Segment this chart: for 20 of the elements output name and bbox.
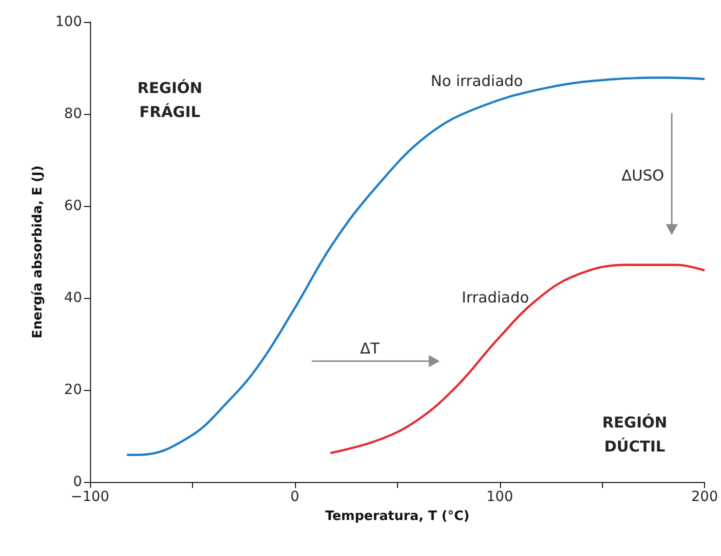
y-axis-title: Energía absorbida, E (J) xyxy=(30,165,46,339)
annotation: REGIÓN FRÁGIL xyxy=(137,79,202,122)
annotation: No irradiado xyxy=(430,72,523,90)
line-series xyxy=(126,76,706,456)
line-series xyxy=(329,264,706,454)
y-tick-label: 20 xyxy=(64,382,82,398)
y-tick-label: 80 xyxy=(64,106,82,122)
x-tick-label: 0 xyxy=(290,489,300,505)
x-tick-label: 200 xyxy=(691,489,718,505)
x-axis-title: Temperatura, T (°C) xyxy=(325,509,470,524)
y-tick-label: 40 xyxy=(64,290,82,306)
annotation: ΔUSO xyxy=(621,166,664,184)
annotation: Irradiado xyxy=(462,288,530,306)
annotation: ΔT xyxy=(360,339,380,358)
y-tick-label: 60 xyxy=(64,198,82,214)
y-tick-label: 100 xyxy=(55,14,82,30)
x-tick-label: 100 xyxy=(486,489,514,505)
annotation: REGIÓN DÚCTIL xyxy=(602,413,668,456)
y-tick-label: 0 xyxy=(73,474,82,490)
x-tick-label: −100 xyxy=(70,489,110,505)
